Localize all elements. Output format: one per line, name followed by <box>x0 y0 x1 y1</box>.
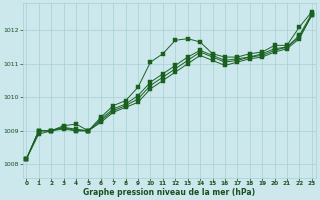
X-axis label: Graphe pression niveau de la mer (hPa): Graphe pression niveau de la mer (hPa) <box>83 188 255 197</box>
